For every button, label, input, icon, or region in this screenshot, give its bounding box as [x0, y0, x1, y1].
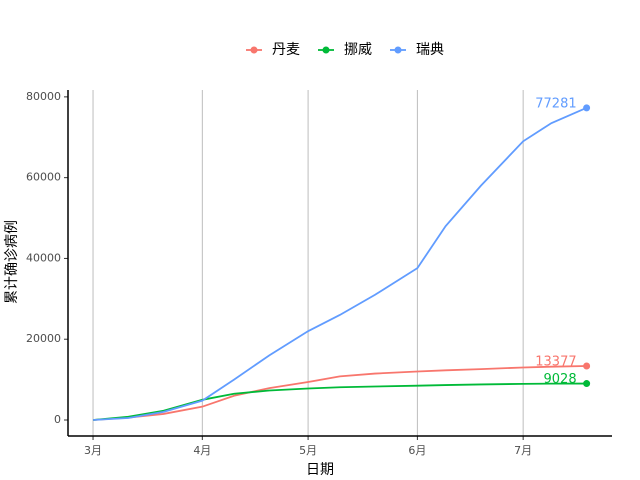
- end-point: [583, 362, 591, 370]
- legend-label: 丹麦: [272, 42, 300, 58]
- y-tick-label: 80000: [26, 90, 61, 103]
- end-label: 13377: [535, 354, 576, 369]
- legend-key-point: [322, 46, 330, 54]
- end-label: 77281: [535, 96, 576, 111]
- x-tick-label: 6月: [408, 444, 426, 457]
- x-tick-label: 7月: [514, 444, 532, 457]
- x-axis-title: 日期: [306, 462, 334, 478]
- series-line: [92, 382, 587, 421]
- end-point: [583, 104, 591, 112]
- end-label: 9028: [544, 372, 577, 387]
- series-line: [92, 365, 587, 421]
- legend-label: 瑞典: [416, 42, 444, 58]
- x-tick-label: 3月: [84, 444, 102, 457]
- y-tick-label: 0: [54, 413, 61, 426]
- legend-label: 挪威: [344, 42, 372, 58]
- y-tick-label: 20000: [26, 332, 61, 345]
- x-tick-label: 4月: [193, 444, 211, 457]
- legend-key-point: [250, 46, 258, 54]
- legend-key-point: [394, 46, 402, 54]
- y-tick-label: 40000: [26, 251, 61, 264]
- series-line: [92, 107, 587, 421]
- y-axis-title: 累计确诊病例: [4, 220, 20, 304]
- x-tick-label: 5月: [299, 444, 317, 457]
- y-tick-label: 60000: [26, 171, 61, 184]
- end-point: [583, 380, 591, 388]
